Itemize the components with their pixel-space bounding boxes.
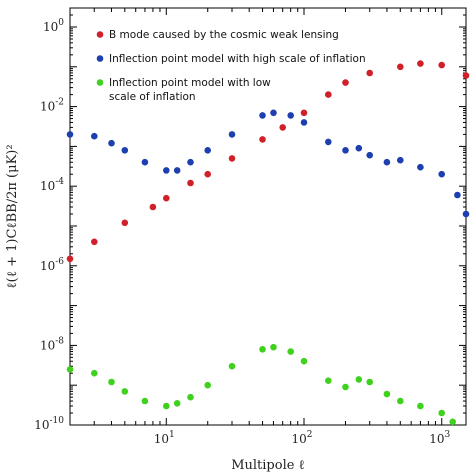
data-point — [187, 158, 194, 166]
series-1 — [66, 109, 470, 218]
data-point — [449, 418, 457, 426]
data-point — [342, 79, 349, 86]
y-tick-label: 10-10 — [34, 416, 64, 432]
data-point — [270, 343, 277, 351]
data-point — [141, 397, 149, 405]
data-point — [228, 362, 236, 370]
data-point — [342, 147, 349, 154]
data-point — [417, 163, 424, 171]
x-tick-label: 102 — [292, 430, 313, 446]
series-0 — [66, 60, 470, 263]
data-point — [66, 366, 74, 373]
data-point — [366, 69, 374, 77]
data-point — [325, 138, 332, 146]
data-point — [91, 369, 98, 377]
data-point — [325, 377, 332, 385]
data-point — [228, 131, 236, 138]
data-point — [91, 132, 98, 140]
legend-label: Inflection point model with low — [109, 77, 271, 89]
series-2 — [66, 343, 457, 426]
data-point — [187, 179, 194, 187]
y-tick-label: 10-4 — [40, 177, 64, 193]
x-axis-label: Multipole ℓ — [231, 458, 305, 473]
data-point — [366, 378, 374, 386]
data-point — [228, 155, 236, 162]
data-point — [163, 167, 170, 174]
data-point — [383, 390, 391, 398]
plot-frame — [69, 7, 467, 426]
data-point — [187, 393, 194, 401]
y-tick-label: 10-2 — [40, 98, 64, 114]
data-point — [325, 91, 332, 98]
x-tick-label: 103 — [429, 430, 450, 446]
x-axis-ticks: 101 102 103 — [69, 8, 451, 446]
data-point — [121, 388, 129, 395]
data-point — [173, 167, 181, 174]
data-point — [417, 402, 424, 410]
legend-label: scale of inflation — [109, 91, 196, 103]
data-point — [462, 210, 470, 218]
data-point — [287, 112, 295, 119]
data-point — [454, 191, 461, 199]
data-series — [66, 60, 470, 426]
data-point — [438, 170, 446, 178]
data-point — [397, 63, 404, 71]
data-point — [279, 124, 287, 131]
data-point — [173, 400, 181, 407]
data-point — [108, 139, 115, 147]
data-point — [300, 109, 308, 117]
data-point — [66, 131, 74, 138]
data-point — [397, 397, 404, 405]
data-point — [462, 72, 470, 79]
legend-marker — [96, 31, 104, 38]
data-point — [270, 109, 277, 117]
data-point — [141, 158, 149, 166]
data-point — [121, 147, 129, 154]
data-point — [108, 378, 115, 386]
data-point — [121, 219, 129, 227]
data-point — [204, 381, 211, 389]
data-point — [163, 194, 170, 202]
data-point — [259, 346, 266, 353]
data-point — [300, 357, 308, 365]
data-point — [355, 144, 363, 152]
data-point — [149, 203, 157, 211]
data-point — [397, 156, 404, 164]
y-tick-label: 10-6 — [40, 257, 64, 273]
y-axis-label: ℓ(ℓ + 1)CℓBB/2π (μK)² — [5, 144, 20, 288]
data-point — [204, 170, 211, 178]
legend-label: Inflection point model with high scale o… — [109, 53, 366, 65]
legend-label: B mode caused by the cosmic weak lensing — [109, 29, 339, 41]
legend-marker — [96, 79, 104, 86]
data-point — [342, 383, 349, 391]
data-point — [355, 376, 363, 383]
y-tick-label: 100 — [43, 18, 64, 34]
x-tick-label: 101 — [154, 430, 175, 446]
data-point — [383, 158, 391, 166]
data-point — [366, 151, 374, 159]
data-point — [287, 348, 295, 355]
data-point — [204, 147, 211, 154]
data-point — [438, 61, 446, 69]
data-point — [259, 112, 266, 119]
legend: B mode caused by the cosmic weak lensing… — [96, 29, 366, 103]
y-axis-ticks: 100 10-2 10-4 10-6 10-8 10-10 — [34, 7, 466, 432]
data-point — [417, 60, 424, 67]
data-point — [300, 119, 308, 126]
data-point — [66, 255, 74, 263]
data-point — [91, 238, 98, 246]
y-tick-label: 10-8 — [40, 336, 64, 352]
data-point — [163, 402, 170, 410]
data-point — [259, 136, 266, 143]
legend-marker — [96, 55, 104, 62]
data-point — [438, 409, 446, 417]
